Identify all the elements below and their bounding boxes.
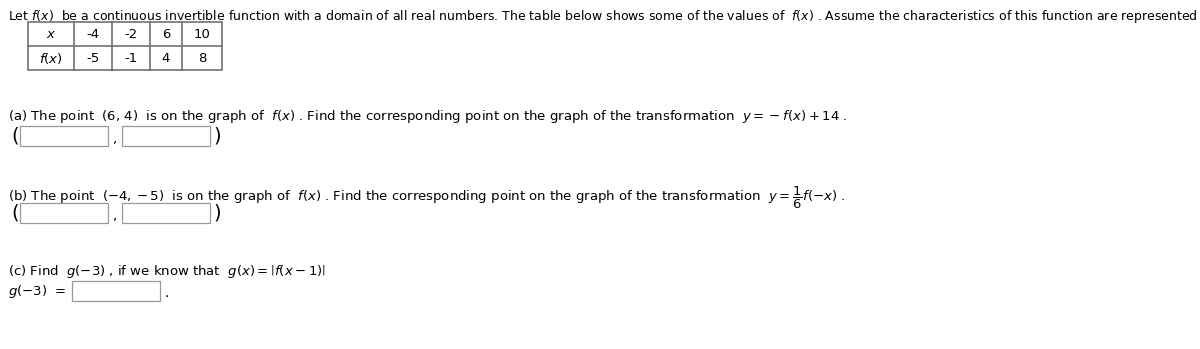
Bar xyxy=(28,22,222,70)
Text: (a) The point  (6, 4)  is on the graph of  $f(x)$ . Find the corresponding point: (a) The point (6, 4) is on the graph of … xyxy=(8,108,847,125)
Text: 6: 6 xyxy=(162,28,170,40)
Text: Let $f(x)$  be a continuous invertible function with a domain of all real number: Let $f(x)$ be a continuous invertible fu… xyxy=(8,8,1200,25)
Text: -1: -1 xyxy=(125,52,138,65)
Text: ,: , xyxy=(113,131,118,145)
Bar xyxy=(20,203,108,223)
Text: $g(-3)$  =: $g(-3)$ = xyxy=(8,282,66,299)
Bar xyxy=(72,281,160,301)
Text: -5: -5 xyxy=(86,52,100,65)
Text: -2: -2 xyxy=(125,28,138,40)
Text: 4: 4 xyxy=(162,52,170,65)
Text: (c) Find  $g(-3)$ , if we know that  $g(x) = \left|f(x - 1)\right|$: (c) Find $g(-3)$ , if we know that $g(x)… xyxy=(8,263,326,280)
Bar xyxy=(122,203,210,223)
Text: -4: -4 xyxy=(86,28,100,40)
Bar xyxy=(122,126,210,146)
Text: ): ) xyxy=(214,126,221,146)
Text: $x$: $x$ xyxy=(46,28,56,40)
Text: (: ( xyxy=(11,126,18,146)
Text: .: . xyxy=(166,286,169,300)
Text: ): ) xyxy=(214,203,221,223)
Text: (: ( xyxy=(11,203,18,223)
Text: 10: 10 xyxy=(193,28,210,40)
Text: 8: 8 xyxy=(198,52,206,65)
Text: ,: , xyxy=(113,208,118,222)
Text: $f(x)$: $f(x)$ xyxy=(40,51,62,66)
Text: (b) The point  $(-4, -5)$  is on the graph of  $f(x)$ . Find the corresponding p: (b) The point $(-4, -5)$ is on the graph… xyxy=(8,185,846,211)
Bar xyxy=(20,126,108,146)
